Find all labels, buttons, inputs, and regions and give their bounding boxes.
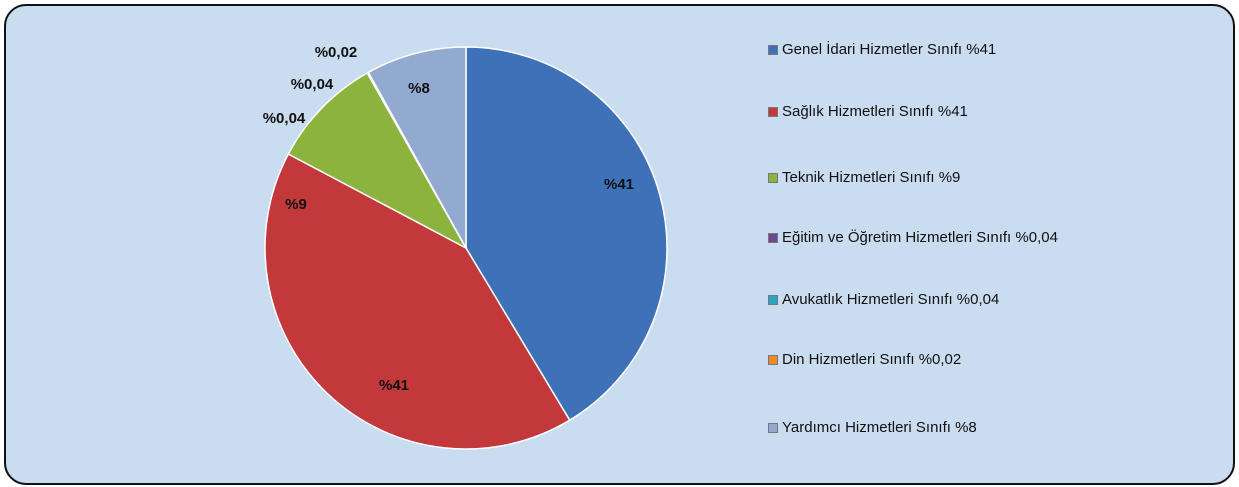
legend-label: Eğitim ve Öğretim Hizmetleri Sınıfı %0,0… [782,229,1058,246]
legend-entry: Avukatlık Hizmetleri Sınıfı %0,04 [768,290,1072,310]
legend-entry: Yardımcı Hizmetleri Sınıfı %8 [768,418,1072,438]
legend-swatch [768,107,778,117]
legend-swatch [768,173,778,183]
legend-swatch [768,233,778,243]
chart-frame: %41 %41 %9 %0,04 %0,04 %0,02 %8 Genel İdari Hi… [4,4,1235,485]
data-label: %0,04 [291,76,334,93]
legend-entry: Genel İdari Hizmetler Sınıfı %41 [768,40,1072,60]
data-label: %0,02 [315,44,358,61]
legend-label: Yardımcı Hizmetleri Sınıfı %8 [782,419,977,436]
pie-slice [287,71,468,250]
pie-slice [465,46,668,422]
pie-slice [264,152,571,450]
legend-swatch [768,355,778,365]
data-label: %41 [604,176,634,193]
legend-label: Teknik Hizmetleri Sınıfı %9 [782,169,961,186]
legend-entry: Eğitim ve Öğretim Hizmetleri Sınıfı %0,0… [768,228,1072,248]
legend-entry: Din Hizmetleri Sınıfı %0,02 [768,350,1072,370]
data-label: %0,04 [263,110,306,127]
legend-entry: Teknik Hizmetleri Sınıfı %9 [768,168,1072,188]
legend-label: Avukatlık Hizmetleri Sınıfı %0,04 [782,291,1000,308]
data-label: %9 [285,196,307,213]
legend-label: Sağlık Hizmetleri Sınıfı %41 [782,103,968,120]
data-label: %41 [379,377,409,394]
legend-label: Din Hizmetleri Sınıfı %0,02 [782,351,962,368]
legend-swatch [768,45,778,55]
chart: %41 %41 %9 %0,04 %0,04 %0,02 %8 [263,44,668,450]
legend-swatch [768,295,778,305]
pie-slice [367,46,467,251]
legend-swatch [768,423,778,433]
legend-entry: Sağlık Hizmetleri Sınıfı %41 [768,102,1072,122]
data-label: %8 [408,80,430,97]
legend-label: Genel İdari Hizmetler Sınıfı %41 [782,41,997,58]
